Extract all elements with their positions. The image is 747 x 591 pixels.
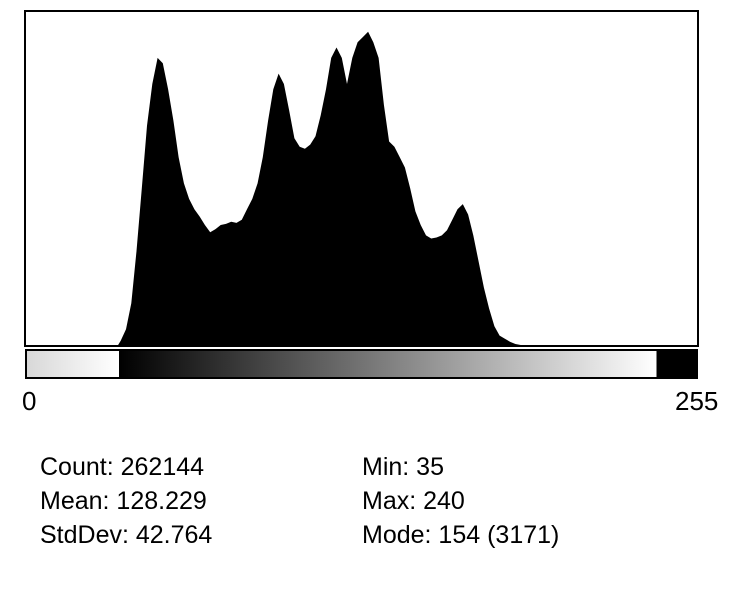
stat-mean: Mean: 128.229 [40, 487, 207, 515]
stat-max: Max: 240 [362, 487, 465, 515]
stat-count: Count: 262144 [40, 453, 205, 481]
stat-stddev: StdDev: 42.764 [40, 521, 213, 549]
x-tick-min: 0 [22, 386, 37, 416]
stat-mode: Mode: 154 (3171) [362, 521, 560, 549]
lut-gradient-bar [25, 349, 698, 379]
histogram-plot [24, 10, 699, 347]
x-tick-max: 255 [675, 386, 719, 416]
stat-min: Min: 35 [362, 453, 444, 481]
histogram-area [118, 31, 521, 346]
